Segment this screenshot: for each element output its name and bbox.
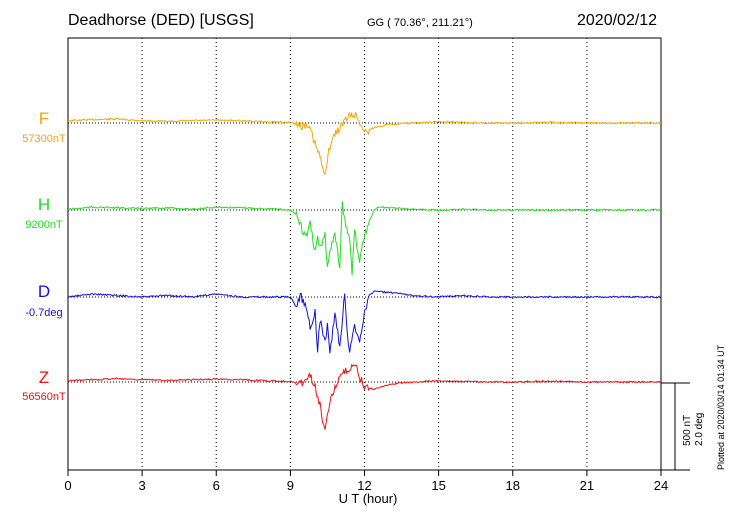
channel-label-D: D: [38, 282, 50, 301]
tick-label: 12: [357, 478, 371, 493]
tick-label: 9: [287, 478, 294, 493]
tick-label: 21: [580, 478, 594, 493]
channel-label-F: F: [39, 109, 49, 128]
channel-baseline-D: -0.7deg: [25, 307, 62, 319]
channel-baseline-Z: 56560nT: [22, 391, 66, 403]
channel-label-H: H: [38, 195, 50, 214]
tick-label: 24: [654, 478, 668, 493]
chart-title: Deadhorse (DED) [USGS]: [68, 12, 254, 29]
plotted-timestamp: Plotted at 2020/03/14 01:34 UT: [716, 344, 726, 470]
series-line-H: [67, 201, 662, 276]
x-axis-label: U T (hour): [339, 491, 398, 506]
scale-label-deg: 2.0 deg: [694, 413, 705, 446]
tick-label: 0: [64, 478, 71, 493]
series-line-F: [67, 111, 662, 176]
tick-label: 15: [431, 478, 445, 493]
series-layer: F 57300nT H 9200nT D -0.7deg Z 56560nT: [22, 109, 662, 430]
station-coordinates: GG ( 70.36°, 211.21°): [367, 17, 473, 29]
x-axis-ticks: 0 3 6 9 12 15 18 21 24: [64, 470, 668, 493]
grid-lines: [141, 38, 588, 470]
tick-label: 18: [506, 478, 520, 493]
channel-baseline-H: 9200nT: [25, 219, 63, 231]
tick-label: 6: [213, 478, 220, 493]
chart-date: 2020/02/12: [577, 12, 658, 29]
tick-label: 3: [139, 478, 146, 493]
channel-label-Z: Z: [39, 368, 49, 387]
series-line-D: [67, 290, 662, 354]
scale-label-nt: 500 nT: [682, 415, 693, 446]
scale-bar: 500 nT 2.0 deg: [661, 382, 705, 471]
channel-baseline-F: 57300nT: [22, 133, 66, 145]
series-line-Z: [67, 363, 662, 430]
